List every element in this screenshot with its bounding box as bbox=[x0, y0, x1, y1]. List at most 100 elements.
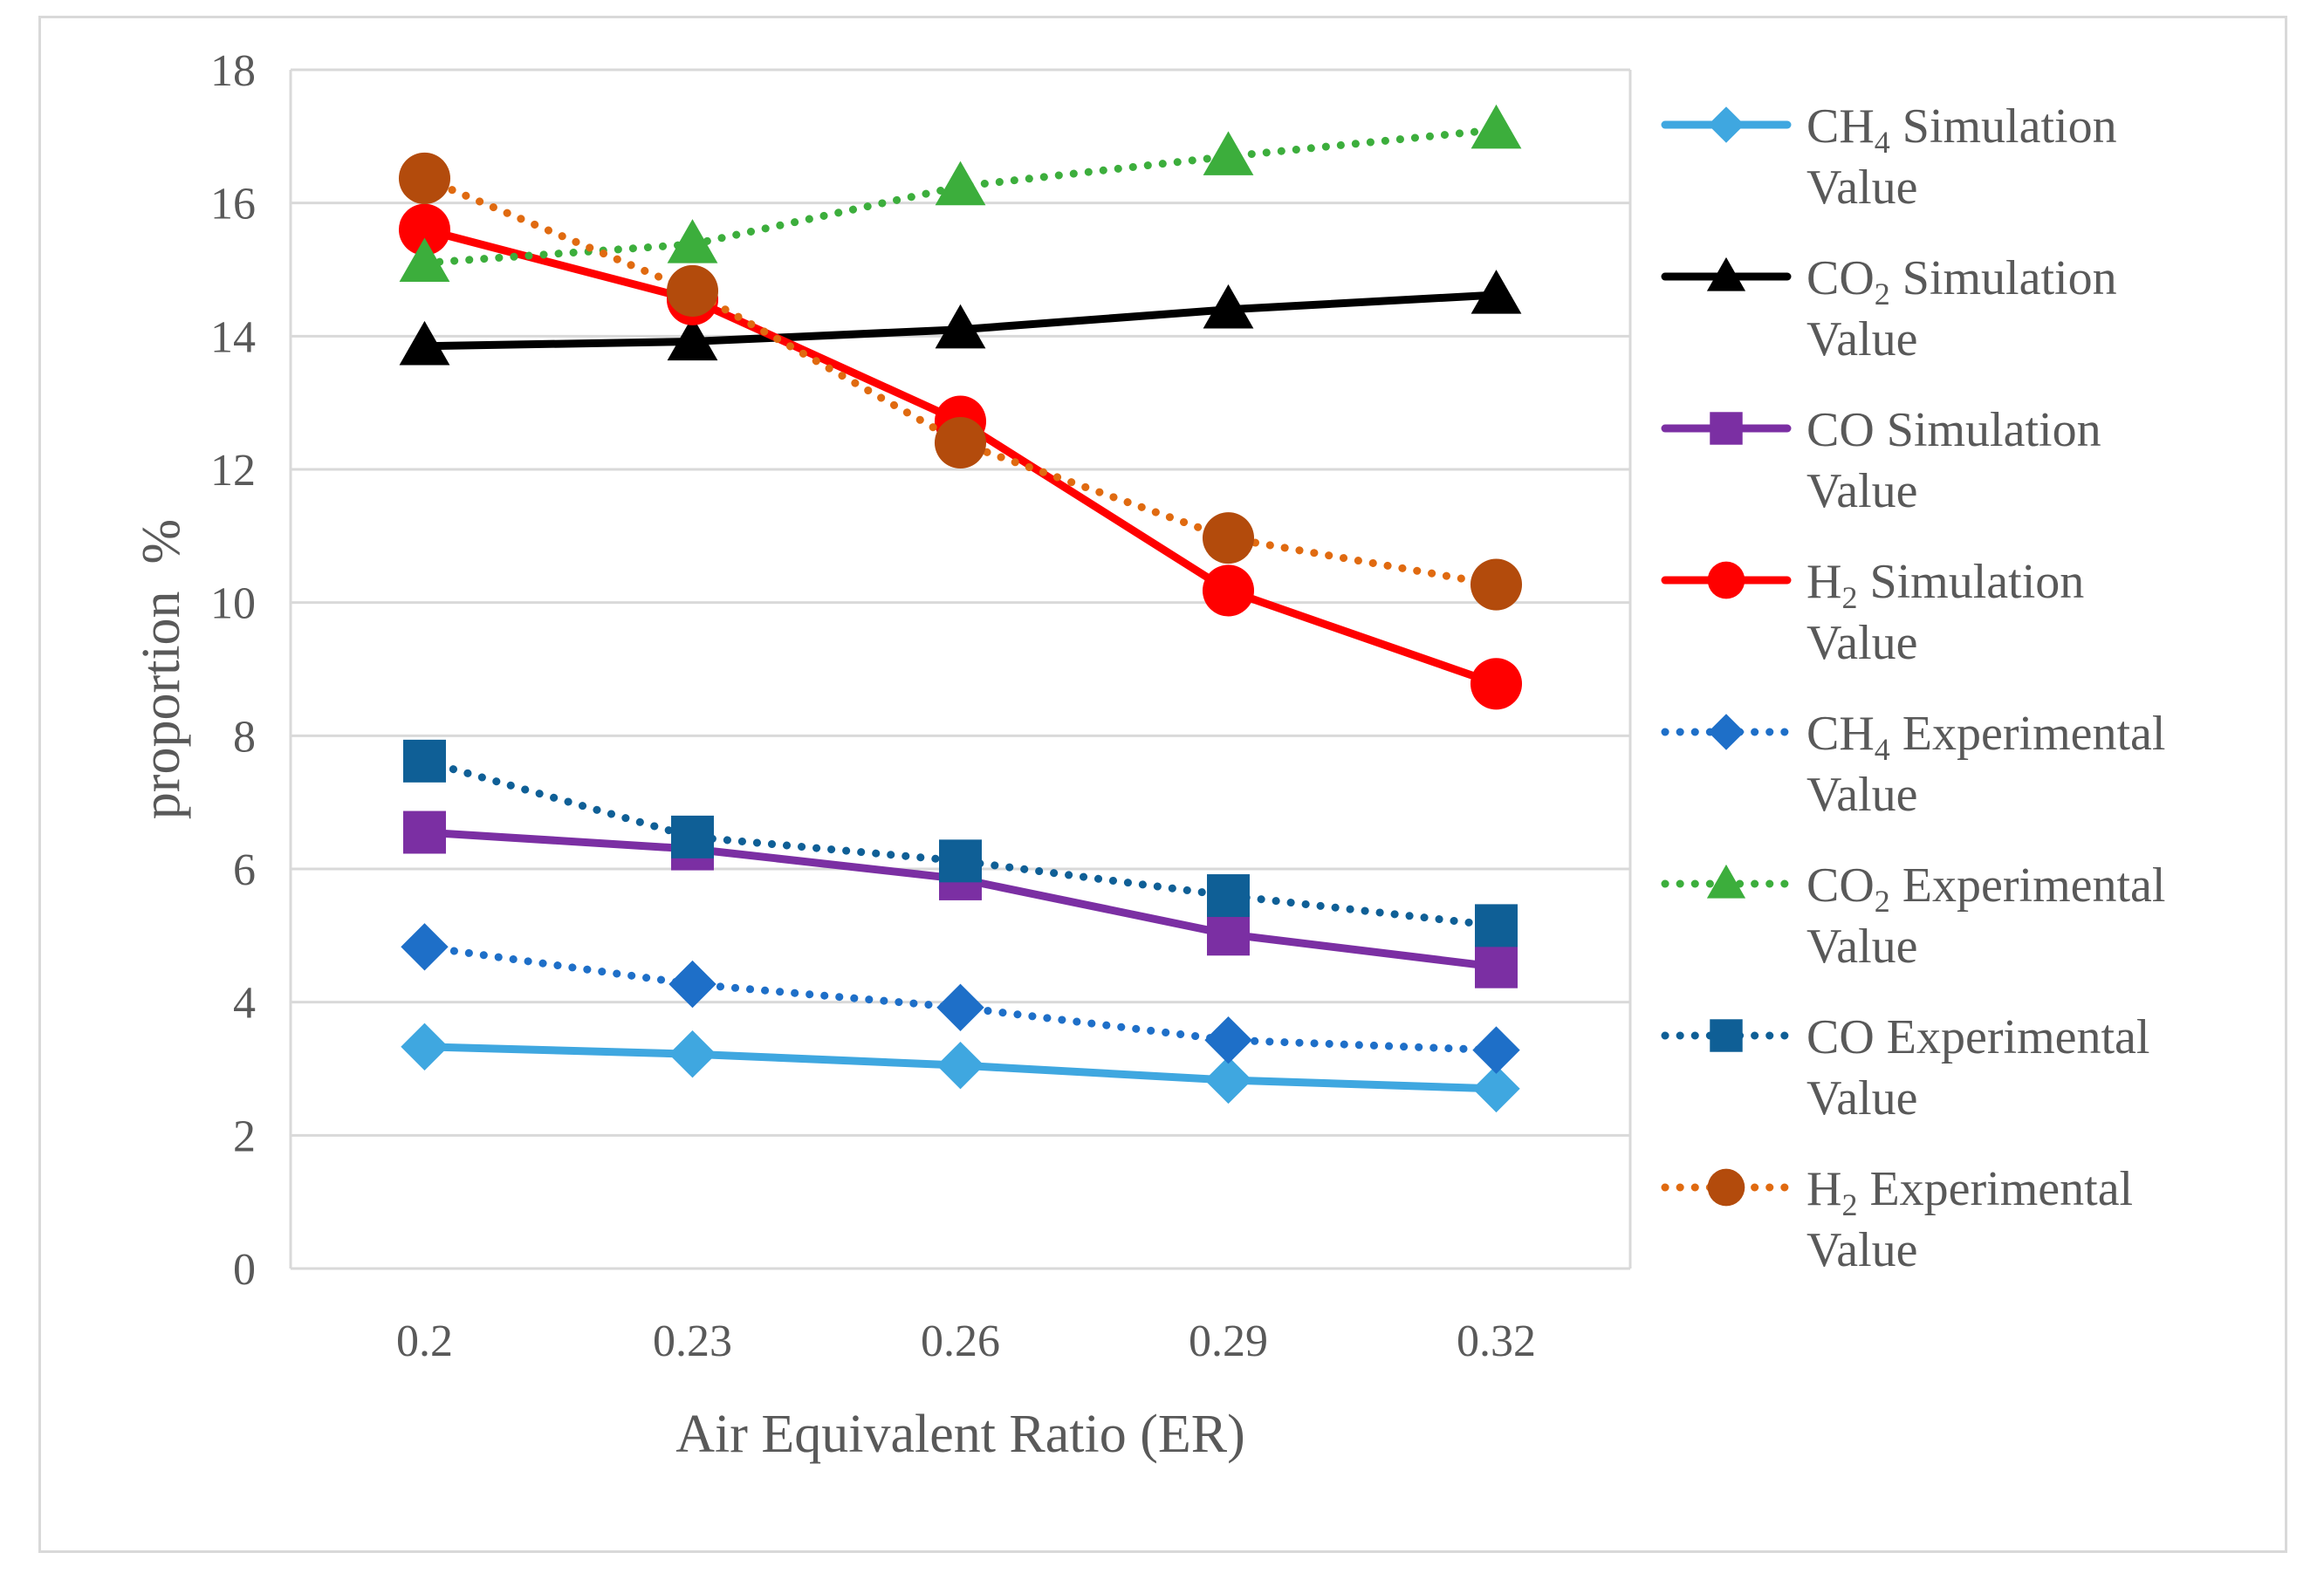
legend-label-3: H2 Simulation bbox=[1806, 555, 2084, 615]
series-0 bbox=[401, 1023, 1520, 1113]
legend-label-4: CH4 Experimental bbox=[1806, 707, 2165, 767]
series-line-6 bbox=[421, 756, 1500, 930]
legend-rest: Experimental bbox=[1875, 1010, 2150, 1064]
legend-label-0: CH4 Simulation bbox=[1806, 99, 2117, 160]
legend-marker-5 bbox=[1706, 864, 1746, 899]
data-point-0-1 bbox=[668, 1030, 716, 1078]
series-5 bbox=[399, 104, 1522, 283]
legend-entry-2: CO Simulation Value bbox=[1661, 403, 2101, 518]
legend-main: CH bbox=[1806, 707, 1875, 761]
data-point-0-4 bbox=[1472, 1064, 1520, 1113]
x-tick-label: 0.32 bbox=[1457, 1317, 1536, 1366]
y-tick-label: 6 bbox=[233, 845, 256, 895]
legend-main: CO bbox=[1806, 1010, 1875, 1064]
legend-main: CO bbox=[1806, 858, 1875, 913]
data-point-5-2 bbox=[935, 161, 986, 206]
y-tick-label: 2 bbox=[233, 1111, 256, 1161]
y-tick-label: 8 bbox=[233, 712, 256, 762]
data-point-5-4 bbox=[1470, 104, 1522, 149]
legend-main: CH bbox=[1806, 99, 1875, 154]
legend-label-line2-1: Value bbox=[1806, 312, 1918, 366]
legend-rest: Experimental bbox=[1890, 707, 2166, 761]
legend-marker-3 bbox=[1707, 561, 1745, 599]
data-point-2-4 bbox=[1475, 945, 1518, 988]
legend-label-2: CO Simulation bbox=[1806, 403, 2101, 457]
data-point-3-3 bbox=[1202, 564, 1255, 617]
legend-marker-0 bbox=[1708, 106, 1745, 143]
legend-marker-4 bbox=[1708, 714, 1745, 750]
data-point-7-0 bbox=[398, 152, 451, 204]
data-point-4-3 bbox=[1204, 1016, 1252, 1064]
legend-subscript: 4 bbox=[1875, 732, 1890, 767]
x-tick-label: 0.2 bbox=[396, 1317, 453, 1366]
legend-rest: Experimental bbox=[1857, 1162, 2133, 1216]
legend-label-line2-0: Value bbox=[1806, 161, 1918, 215]
data-point-6-3 bbox=[1207, 874, 1250, 918]
axes: 0 2 4 6 8 10 12 14 16 18 0.2 0.23 0.26 0.29 0.32 Air Eq… bbox=[132, 46, 1536, 1464]
data-point-7-3 bbox=[1202, 512, 1255, 564]
series-1 bbox=[399, 270, 1522, 366]
legend-marker-1 bbox=[1706, 256, 1746, 291]
legend-label-line2-2: Value bbox=[1806, 464, 1918, 518]
legend-subscript: 2 bbox=[1841, 1187, 1857, 1222]
y-tick-label: 16 bbox=[210, 180, 256, 229]
data-point-4-1 bbox=[668, 960, 716, 1009]
data-point-2-0 bbox=[403, 811, 446, 854]
y-tick-label: 0 bbox=[233, 1245, 256, 1295]
data-point-1-0 bbox=[399, 320, 450, 366]
series-group bbox=[398, 104, 1523, 1113]
legend-rest: Simulation bbox=[1875, 403, 2101, 457]
data-point-7-2 bbox=[934, 416, 987, 469]
data-point-4-0 bbox=[401, 923, 449, 971]
data-point-4-2 bbox=[936, 983, 984, 1031]
y-axis-title: proportion % bbox=[132, 519, 191, 819]
data-point-0-0 bbox=[401, 1023, 449, 1071]
data-point-1-3 bbox=[1203, 284, 1254, 329]
x-axis-title: Air Equivalent Ratio (ER) bbox=[675, 1405, 1245, 1464]
legend-main: H bbox=[1806, 1162, 1841, 1216]
legend-rest: Simulation bbox=[1890, 99, 2117, 154]
x-tick-label: 0.23 bbox=[653, 1317, 732, 1366]
legend-subscript: 2 bbox=[1841, 580, 1857, 615]
data-point-1-2 bbox=[935, 304, 986, 349]
y-tick-label: 18 bbox=[210, 46, 256, 96]
data-point-5-0 bbox=[399, 237, 450, 283]
legend-label-7: H2 Experimental bbox=[1806, 1162, 2133, 1222]
legend-entry-6: CO Experimental Value bbox=[1661, 1010, 2150, 1125]
data-point-6-2 bbox=[939, 839, 982, 883]
data-point-4-4 bbox=[1472, 1026, 1520, 1074]
data-point-3-0 bbox=[398, 203, 451, 256]
data-point-5-3 bbox=[1203, 131, 1254, 175]
legend-label-line2-6: Value bbox=[1806, 1071, 1918, 1125]
legend-label-line2-7: Value bbox=[1806, 1223, 1918, 1277]
series-7 bbox=[398, 152, 1523, 611]
y-tick-label: 12 bbox=[210, 446, 256, 496]
y-tick-label: 4 bbox=[233, 979, 256, 1029]
legend-marker-6 bbox=[1710, 1019, 1743, 1052]
data-point-0-3 bbox=[1204, 1056, 1252, 1105]
data-point-0-2 bbox=[936, 1041, 984, 1090]
data-point-6-4 bbox=[1475, 904, 1518, 947]
legend-marker-7 bbox=[1707, 1168, 1745, 1207]
legend-subscript: 4 bbox=[1875, 125, 1890, 160]
legend-main: CO bbox=[1806, 403, 1875, 457]
legend-marker-2 bbox=[1710, 412, 1743, 445]
x-tick-label: 0.26 bbox=[921, 1317, 1000, 1366]
data-point-7-1 bbox=[666, 264, 719, 317]
legend-subscript: 2 bbox=[1875, 884, 1890, 919]
data-point-5-1 bbox=[667, 219, 718, 263]
series-4 bbox=[401, 923, 1520, 1074]
legend-label-5: CO2 Experimental bbox=[1806, 858, 2165, 919]
series-2 bbox=[403, 811, 1518, 988]
legend-rest: Simulation bbox=[1857, 555, 2084, 609]
series-6 bbox=[403, 739, 1518, 947]
data-point-3-4 bbox=[1470, 658, 1523, 710]
legend-main: H bbox=[1806, 555, 1841, 609]
